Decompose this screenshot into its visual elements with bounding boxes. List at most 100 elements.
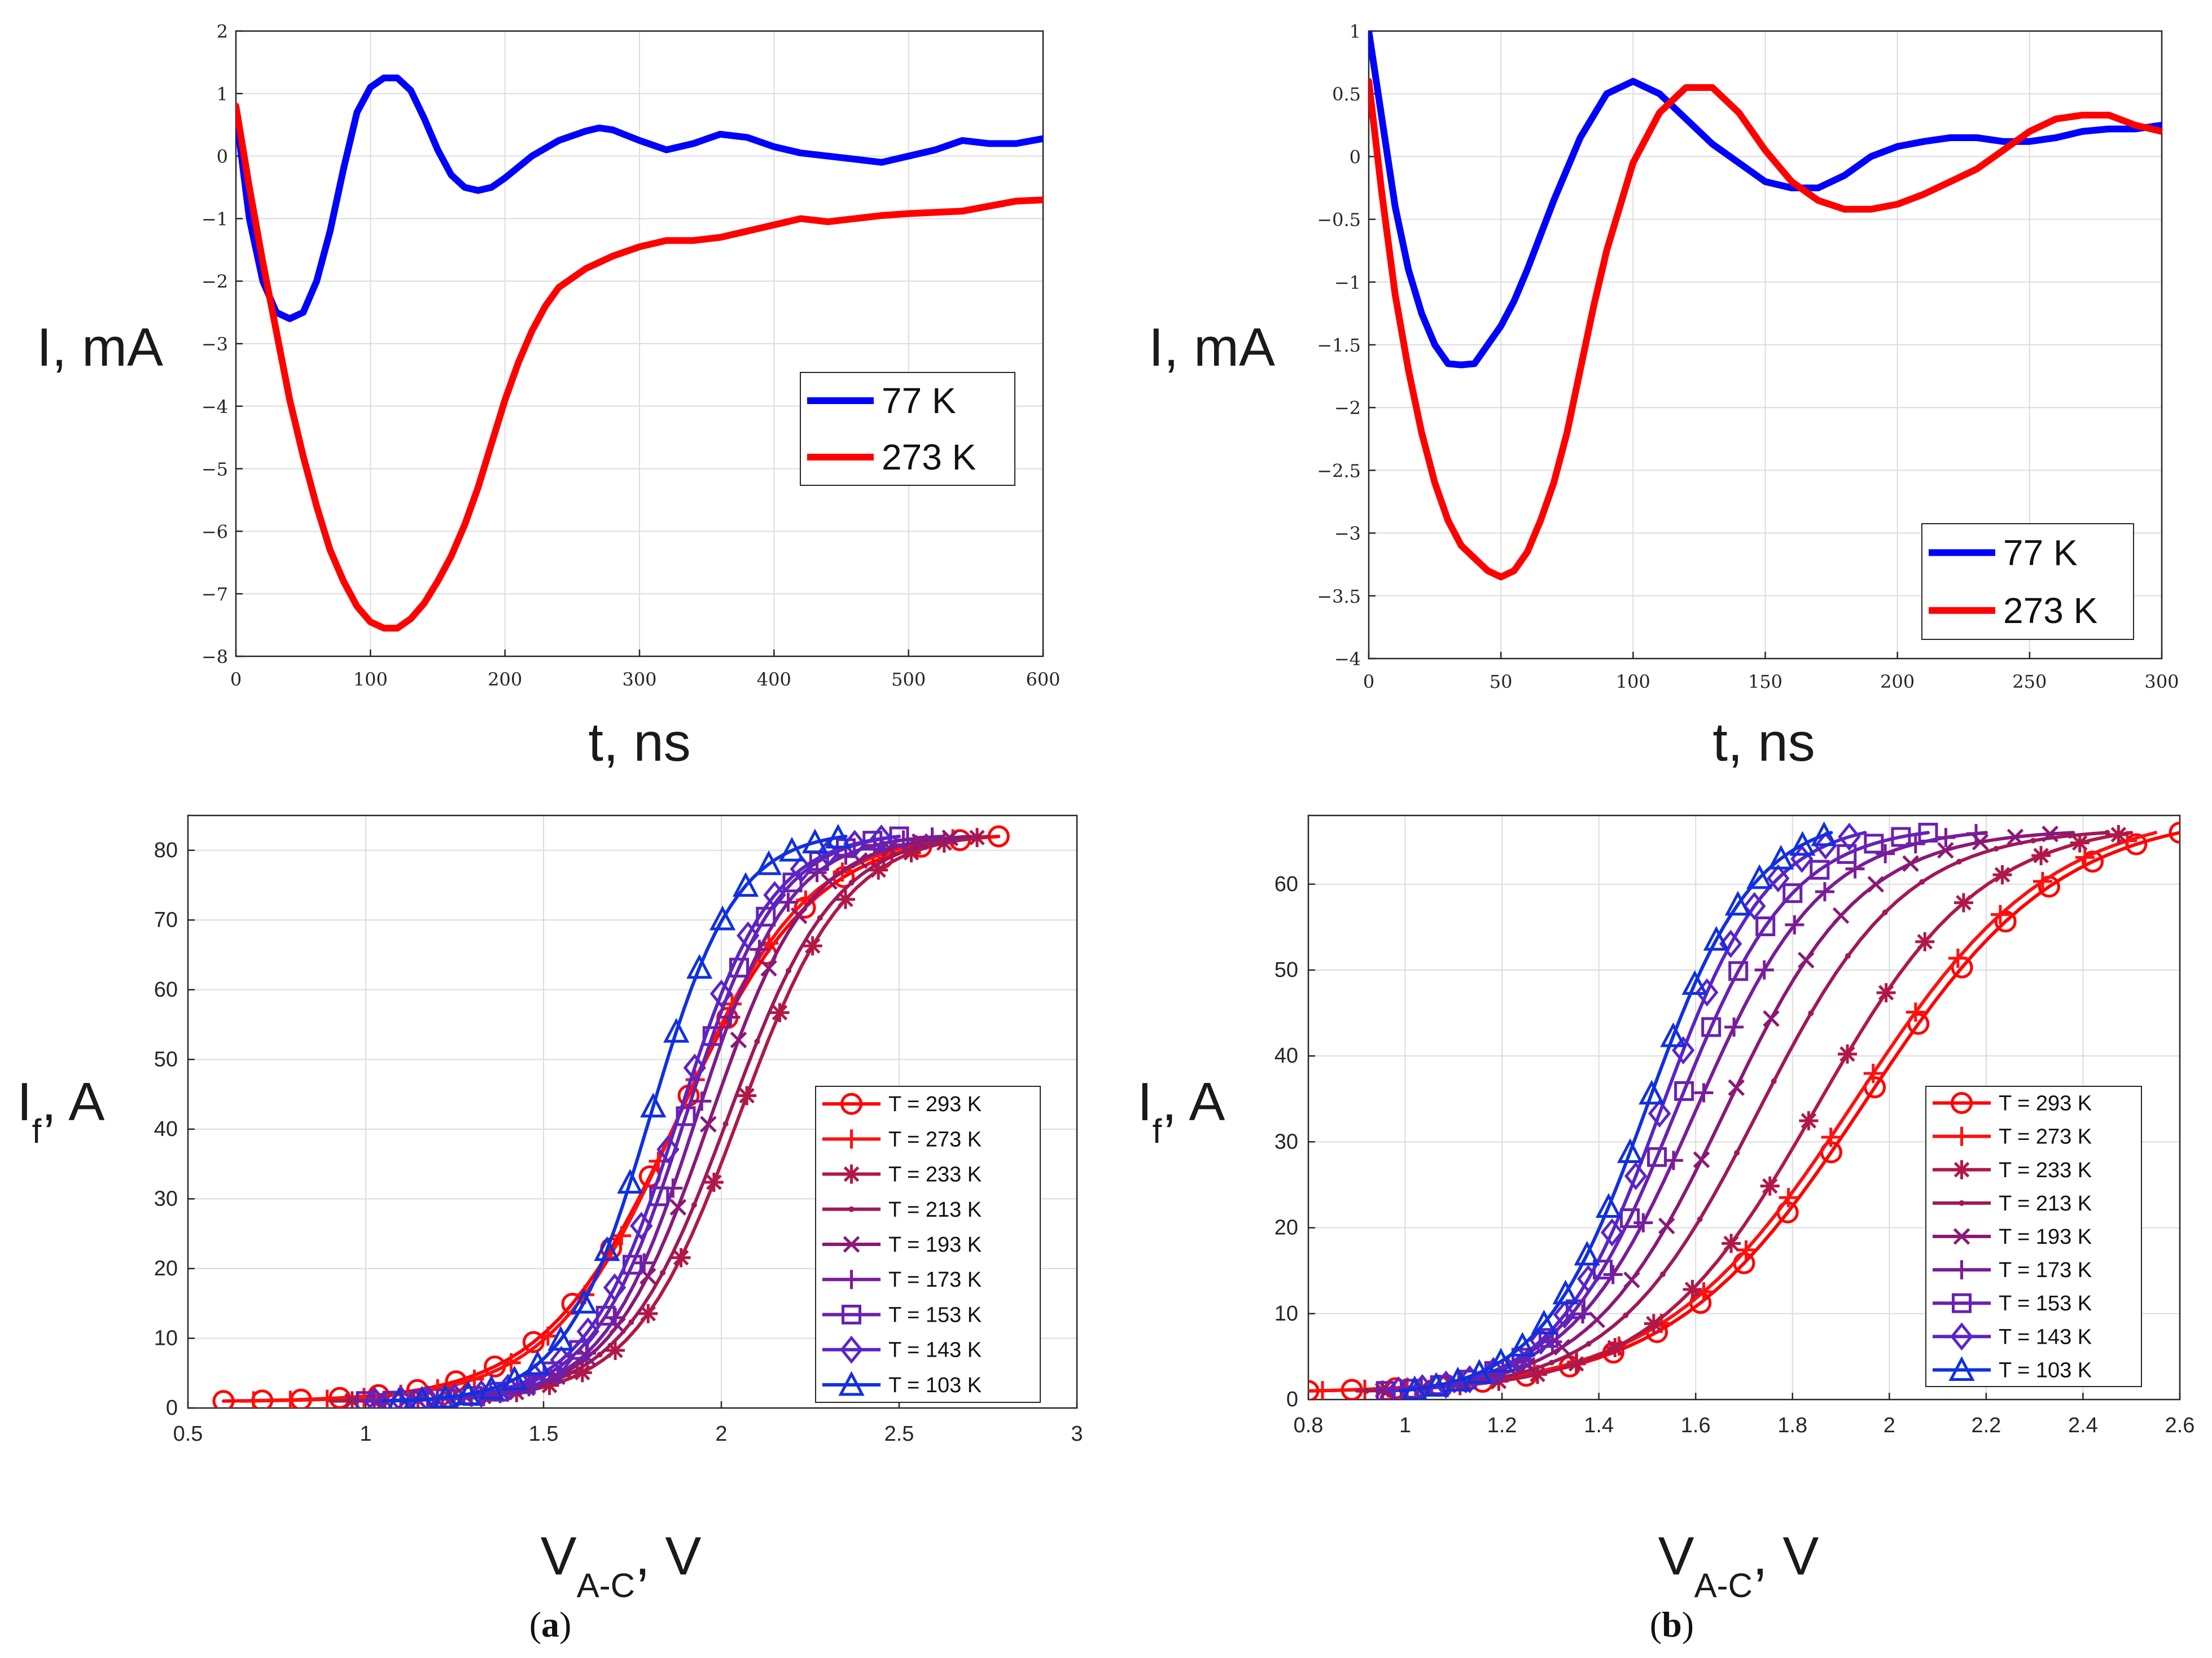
data-point-t-213-k [1771, 1078, 1777, 1084]
data-point-t-213-k [1623, 1312, 1629, 1318]
data-point-t-103-k [1423, 1372, 1449, 1397]
data-point-t-103-k [1617, 1138, 1644, 1163]
data-point-t-233-k [1837, 1044, 1857, 1064]
data-point-t-143-k [1411, 1374, 1434, 1400]
x-tick-label: 0 [230, 669, 242, 690]
data-point-t-153-k [1538, 1328, 1558, 1348]
y-axis-label-unit: , A [1162, 1072, 1225, 1132]
data-point-t-233-k [2031, 846, 2051, 866]
legend: T = 293 K T = 273 K T = 233 K T = 213 K T = … [1925, 1086, 2142, 1387]
data-point-t-233-k [737, 1086, 757, 1106]
data-point-t-273-k [244, 1391, 264, 1408]
y-axis-label-subscript: f [1153, 1112, 1162, 1150]
data-point-t-213-k [1734, 1150, 1740, 1156]
legend-label: T = 293 K [1999, 1092, 2092, 1116]
data-point-t-273-k [1863, 1064, 1883, 1084]
data-point-t-233-k [1722, 1234, 1741, 1253]
data-point-t-153-k [1918, 822, 1938, 843]
data-point-t-173-k [692, 1091, 712, 1111]
data-point-t-173-k [1815, 882, 1834, 902]
data-point-t-193-k [760, 959, 777, 977]
y-tick-label: −2.5 [1317, 460, 1361, 481]
data-point-t-193-k [1937, 841, 1954, 859]
y-tick-label: 40 [154, 1117, 178, 1141]
data-point-t-213-k [2104, 830, 2110, 836]
x-tick-label: 150 [1748, 671, 1782, 692]
x-tick-label: 2.2 [1971, 1414, 2001, 1437]
data-point-t-173-k [1603, 1265, 1623, 1284]
data-point-t-213-k [597, 1352, 603, 1358]
data-point-t-143-k [1719, 929, 1742, 958]
plot-area [212, 823, 1010, 1408]
y-tick-label: −0.5 [1317, 209, 1361, 231]
legend-marker [842, 1164, 861, 1184]
data-point-t-213-k [1585, 1341, 1592, 1347]
y-tick-label: −5 [202, 459, 228, 480]
data-point-t-213-k [1993, 845, 1999, 852]
legend-marker [1953, 1228, 1970, 1245]
data-point-t-103-k [1724, 891, 1751, 916]
data-point-t-173-k [807, 863, 827, 883]
y-tick-label: 50 [154, 1047, 178, 1071]
data-point-t-273-k [2033, 871, 2052, 891]
plot-area [1308, 821, 2180, 1400]
data-point-t-103-k [1531, 1309, 1557, 1335]
data-point-t-213-k [1882, 909, 1888, 915]
x-tick-label: 100 [353, 669, 388, 690]
data-point-t-103-k [640, 1093, 667, 1118]
data-point-t-273-k [465, 1369, 484, 1389]
legend-label: T = 273 K [1999, 1125, 2092, 1149]
data-point-t-143-k [816, 839, 840, 867]
x-tick-label: 3 [1071, 1422, 1083, 1446]
data-point-t-143-k [737, 921, 760, 950]
data-point-t-233-k [1528, 1365, 1548, 1384]
data-point-t-143-k [656, 1135, 680, 1164]
data-point-t-143-k [1482, 1357, 1505, 1385]
data-point-t-233-k [606, 1340, 625, 1360]
y-tick-label: 0.5 [1332, 84, 1361, 105]
data-point-t-173-k [778, 892, 798, 912]
data-point-t-103-k [501, 1365, 528, 1391]
legend-marker [1948, 1356, 1975, 1381]
x-tick-label: 1.4 [1584, 1414, 1614, 1437]
data-point-t-153-k [1620, 1208, 1640, 1229]
data-point-t-233-k [901, 843, 921, 863]
legend-label: T = 143 K [888, 1339, 982, 1362]
series-line-77-k [236, 74, 1043, 322]
x-tick-label: 300 [2144, 671, 2179, 692]
y-tick-label: 60 [1274, 872, 1298, 896]
x-axis-label: t, ns [588, 712, 690, 773]
data-point-t-143-k [1767, 864, 1790, 893]
x-axis-label: t, ns [1712, 712, 1815, 773]
data-point-t-273-k [501, 1353, 521, 1372]
data-point-t-143-k [1838, 822, 1861, 851]
y-tick-label: 80 [154, 839, 178, 862]
legend-label: T = 233 K [1999, 1159, 2092, 1182]
data-point-t-193-k [730, 1032, 747, 1049]
data-point-t-173-k [1663, 1151, 1683, 1170]
data-point-t-233-k [770, 1003, 790, 1023]
data-point-t-103-k [432, 1384, 458, 1408]
y-tick-label: 30 [154, 1187, 178, 1210]
data-point-t-103-k [455, 1380, 481, 1406]
data-point-t-143-k [1648, 1099, 1671, 1128]
data-point-t-213-k [660, 1270, 666, 1276]
data-point-t-213-k [345, 1398, 351, 1404]
data-point-t-233-k [1683, 1279, 1702, 1299]
data-point-t-143-k [1624, 1162, 1648, 1190]
y-tick-label: 1 [217, 84, 228, 105]
y-tick-label: −6 [202, 521, 228, 542]
data-point-t-273-k [1990, 905, 2010, 924]
data-point-t-213-k [848, 880, 855, 886]
data-point-t-213-k [1956, 858, 1962, 865]
data-point-t-233-k [1876, 983, 1896, 1003]
data-point-t-103-k [825, 823, 851, 849]
y-tick-label: −1 [1334, 272, 1361, 293]
data-point-t-233-k [2070, 833, 2090, 853]
legend-label: T = 173 K [888, 1268, 982, 1292]
data-point-t-213-k [628, 1319, 634, 1325]
legend-marker [843, 1236, 860, 1253]
data-point-t-103-k [801, 828, 829, 854]
data-point-t-103-k [1444, 1366, 1471, 1392]
legend-marker [842, 1270, 861, 1289]
